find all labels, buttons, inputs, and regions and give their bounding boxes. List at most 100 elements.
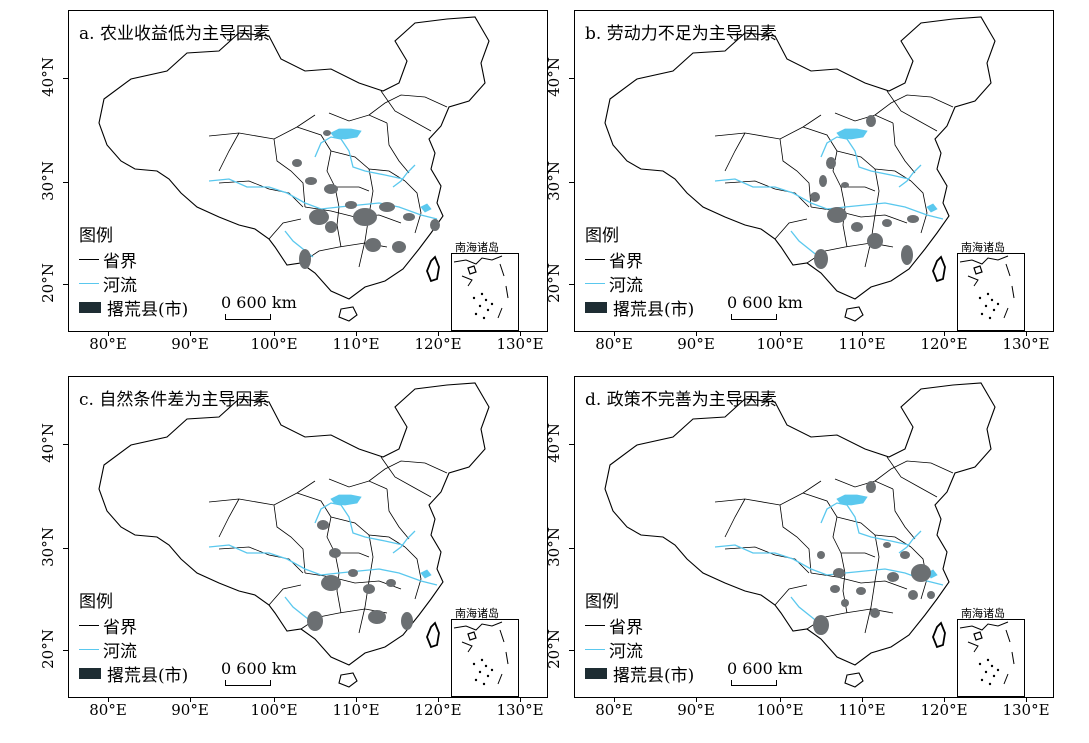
legend-boundary-label: 省界 xyxy=(103,618,137,638)
river-line xyxy=(714,178,944,220)
province-boundary xyxy=(273,138,306,208)
latitude-tick xyxy=(63,182,68,183)
province-boundary xyxy=(910,180,928,234)
legend-river-swatch xyxy=(585,649,605,650)
inset-island xyxy=(472,296,476,300)
longitude-tick xyxy=(696,698,697,702)
legend-boundary: 省界 xyxy=(585,247,643,272)
inset-label: 南海诸岛 xyxy=(455,241,499,254)
latitude-tick xyxy=(569,548,574,549)
inset-island xyxy=(484,664,488,668)
inset-hainan xyxy=(973,631,983,641)
abandoned-county-area xyxy=(833,568,845,578)
province-boundary xyxy=(380,456,432,498)
legend-abandoned-label: 撂荒县(市) xyxy=(613,666,695,686)
province-boundary xyxy=(380,90,432,132)
country-outline xyxy=(98,16,490,300)
map-panel-d: d. 政策不完善为主导因素 图例 省界 河流 撂荒县(市) 0 600 km 南海诸岛 40°… xyxy=(506,366,1054,732)
abandoned-county-area xyxy=(907,215,919,223)
inset-hainan xyxy=(467,265,477,275)
province-boundary xyxy=(779,138,812,208)
inset-island xyxy=(984,304,988,308)
province-boundary xyxy=(864,168,880,268)
abandoned-county-area xyxy=(365,238,381,252)
inset-coast xyxy=(453,255,503,265)
inset-island xyxy=(978,662,982,666)
latitude-label: 30°N xyxy=(39,161,57,201)
abandoned-county-area xyxy=(911,564,931,582)
abandoned-county-area xyxy=(325,221,337,233)
scale-bar xyxy=(225,314,271,320)
south-china-sea-inset xyxy=(957,253,1025,331)
legend-abandoned-swatch xyxy=(79,302,101,313)
scale-value: 600 km xyxy=(236,293,297,312)
abandoned-county-area xyxy=(813,615,829,635)
legend-river-swatch xyxy=(79,649,99,650)
inset-island xyxy=(986,292,990,296)
province-boundary xyxy=(886,456,938,498)
legend-river: 河流 xyxy=(79,637,137,662)
longitude-tick xyxy=(520,698,521,702)
province-boundary xyxy=(892,488,916,540)
abandoned-county-area xyxy=(882,219,892,227)
longitude-tick xyxy=(862,698,863,702)
lake xyxy=(926,203,938,213)
inset-dash xyxy=(967,641,979,653)
inset-hainan xyxy=(467,631,477,641)
province-boundary xyxy=(335,186,370,192)
abandoned-county-area xyxy=(392,241,406,253)
legend-river: 河流 xyxy=(585,637,643,662)
longitude-label: 110°E xyxy=(838,701,886,719)
abandoned-county-area xyxy=(810,192,820,202)
latitude-label: 20°N xyxy=(39,629,57,669)
inset-island xyxy=(990,664,994,668)
abandoned-county-area xyxy=(814,249,828,269)
province-boundary xyxy=(892,122,916,174)
scale-value: 600 km xyxy=(742,293,803,312)
longitude-tick xyxy=(190,332,191,336)
china-map xyxy=(98,382,490,688)
lake xyxy=(836,128,868,140)
legend-boundary-swatch xyxy=(79,259,99,260)
abandoned-county-area xyxy=(353,208,377,226)
abandoned-county-area xyxy=(401,612,413,630)
longitude-label: 120°E xyxy=(920,335,968,353)
abandoned-county-area xyxy=(299,249,311,269)
inset-island xyxy=(474,678,478,682)
longitude-label: 130°E xyxy=(496,335,544,353)
legend-boundary: 省界 xyxy=(585,613,643,638)
abandoned-county-area xyxy=(323,130,331,136)
latitude-tick xyxy=(569,650,574,651)
scale-zero: 0 xyxy=(221,659,232,678)
longitude-label: 90°E xyxy=(677,335,715,353)
inset-hainan xyxy=(973,265,983,275)
river-line xyxy=(392,530,416,554)
abandoned-county-area xyxy=(841,599,849,607)
inset-coast xyxy=(959,621,1009,631)
latitude-label: 30°N xyxy=(545,527,563,567)
longitude-label: 100°E xyxy=(250,701,298,719)
province-boundary xyxy=(774,584,808,606)
longitude-label: 100°E xyxy=(756,701,804,719)
river-line xyxy=(314,136,404,180)
inset-island xyxy=(980,312,984,316)
latitude-label: 40°N xyxy=(545,423,563,463)
legend-abandoned-swatch xyxy=(585,668,607,679)
longitude-label: 100°E xyxy=(250,335,298,353)
longitude-tick xyxy=(944,332,945,336)
scale-bar xyxy=(225,680,271,686)
province-boundary xyxy=(268,218,302,240)
longitude-tick xyxy=(696,332,697,336)
longitude-tick xyxy=(614,698,615,702)
inset-island xyxy=(980,678,984,682)
inset-dashline xyxy=(1003,263,1015,319)
scale-zero: 0 xyxy=(727,293,738,312)
province-boundary xyxy=(834,478,894,490)
longitude-label: 130°E xyxy=(1002,701,1050,719)
longitude-label: 90°E xyxy=(171,701,209,719)
latitude-tick xyxy=(63,284,68,285)
longitude-tick xyxy=(1026,332,1027,336)
abandoned-county-area xyxy=(826,157,836,169)
inset-map xyxy=(453,255,509,320)
scale-label: 0 600 km xyxy=(221,293,297,312)
